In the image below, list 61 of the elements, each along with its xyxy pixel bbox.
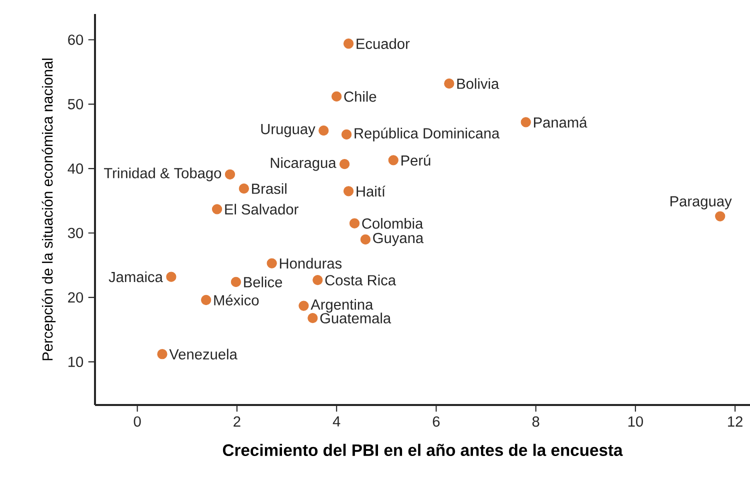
annotation: República Dominicana: [354, 128, 500, 142]
annotation: Costa Rica: [325, 274, 396, 286]
point: [230, 276, 242, 288]
point: [318, 126, 329, 136]
point: [341, 129, 352, 140]
annotation: Haití: [356, 186, 386, 197]
point: [360, 234, 371, 245]
x-tick-label: 6: [432, 416, 440, 427]
point: [388, 155, 398, 166]
point: [520, 117, 531, 128]
annotation: Argentina: [310, 298, 374, 313]
point: [339, 159, 350, 170]
point: [715, 211, 726, 222]
annotation: Trinidad & Tobago: [104, 168, 222, 182]
y-tick-label: 60: [68, 34, 84, 45]
point: [343, 38, 354, 49]
x-tick-label: 2: [234, 416, 240, 427]
point: [312, 274, 323, 286]
annotation: Brasil: [252, 183, 286, 194]
point: [349, 218, 360, 228]
annotation: Jamaica: [108, 271, 163, 282]
y-tick-label: 10: [68, 356, 84, 368]
point: [298, 300, 309, 311]
point: [238, 183, 249, 194]
y-tick-label: 50: [68, 99, 84, 110]
annotation: Ecuador: [356, 38, 410, 49]
y-tick-label: 40: [68, 163, 84, 174]
annotation: Guatemala: [320, 312, 392, 324]
annotation: Perú: [402, 154, 430, 166]
x-tick-label: 10: [628, 416, 643, 427]
annotation: Bolivia: [457, 78, 500, 89]
x-axis-title: Crecimiento del PBI en el año antes de la encuesta: [222, 444, 623, 456]
x-tick-label: 8: [532, 416, 540, 427]
annotation: Colombia: [362, 218, 424, 229]
point: [308, 312, 318, 324]
annotation: México: [214, 294, 259, 306]
x-tick-label: 12: [728, 416, 742, 427]
y-axis-title: Percepción de la situación económica nacional: [42, 58, 56, 360]
point: [201, 294, 212, 306]
annotation: Chile: [344, 91, 376, 102]
x-tick-label: 0: [134, 416, 141, 427]
annotation: Paraguay: [670, 196, 732, 210]
annotation: Belice: [244, 276, 282, 288]
annotation: Uruguay: [261, 124, 316, 138]
point: [166, 272, 176, 282]
annotation: El Salvador: [225, 204, 298, 215]
point: [157, 349, 168, 360]
annotation: Nicaragua: [270, 157, 336, 171]
annotation: Guyana: [373, 232, 424, 246]
point: [332, 91, 342, 102]
x-tick-label: 4: [332, 416, 340, 426]
point: [343, 186, 354, 196]
y-tick-label: 30: [68, 228, 84, 238]
point: [212, 204, 222, 214]
annotation: Venezuela: [169, 348, 238, 360]
point: [444, 78, 454, 89]
y-tick-label: 20: [68, 292, 84, 303]
annotation: Panamá: [534, 116, 588, 128]
point: [224, 169, 236, 180]
point: [266, 258, 277, 268]
annotation: Honduras: [280, 258, 342, 269]
